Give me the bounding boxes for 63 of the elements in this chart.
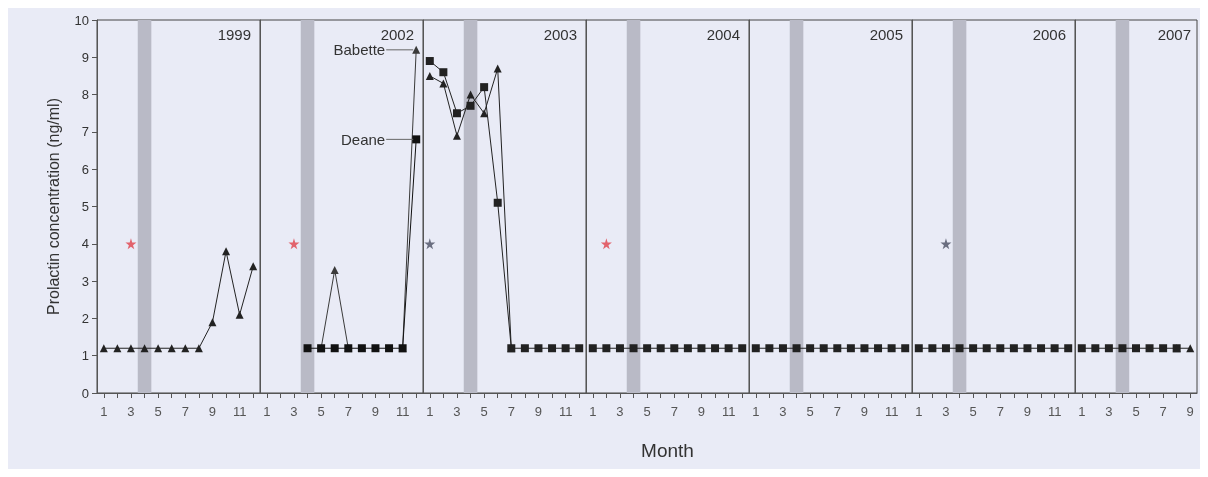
x-tick-label: 5 — [643, 404, 651, 419]
chart-title: 2005 — [869, 26, 904, 43]
y-tick-label: 5 — [81, 199, 89, 214]
x-tick-label: 9 — [208, 404, 217, 419]
x-tick-label: 11 — [395, 404, 410, 419]
x-tick-label: 11 — [1047, 404, 1062, 419]
annotation: Babette — [333, 41, 386, 59]
x-tick-label: 9 — [697, 404, 706, 419]
chart-title: 2002 — [380, 26, 415, 43]
chart-title: 2003 — [543, 26, 578, 43]
x-tick-label: 11 — [232, 404, 247, 419]
x-tick-label: 7 — [996, 404, 1004, 419]
x-tick-label: 1 — [100, 404, 108, 419]
x-tick-label: 5 — [969, 404, 977, 419]
x-tick-label: 7 — [507, 404, 515, 419]
x-tick-label: 1 — [263, 404, 271, 419]
x-tick-label: 3 — [127, 404, 135, 419]
chart-title: 2006 — [1032, 26, 1067, 43]
y-tick-label: 1 — [81, 348, 89, 364]
x-tick-label: 11 — [884, 404, 899, 419]
chart-title: 2004 — [706, 26, 741, 43]
x-tick-label: 1 — [426, 404, 434, 419]
x-tick-label: 9 — [371, 404, 380, 419]
y-tick-label: 4 — [81, 236, 89, 252]
x-axis-title: Month — [641, 440, 694, 461]
y-tick-label: 9 — [81, 49, 89, 65]
y-tick-label: 8 — [81, 87, 89, 103]
x-tick-label: 9 — [860, 404, 869, 419]
x-tick-label: 5 — [806, 404, 814, 419]
x-tick-label: 7 — [670, 404, 678, 419]
x-tick-label: 5 — [317, 404, 325, 419]
x-tick-label: 3 — [779, 404, 787, 419]
y-tick-label: 10 — [74, 12, 89, 28]
x-tick-label: 7 — [181, 404, 189, 419]
y-tick-label: 0 — [81, 385, 89, 401]
y-tick-label: 6 — [81, 161, 89, 177]
x-tick-label: 11 — [558, 404, 573, 419]
x-tick-label: 3 — [616, 404, 624, 419]
x-tick-label: 7 — [833, 404, 841, 419]
chart-title: 2007 — [1157, 26, 1192, 43]
x-tick-label: 1 — [915, 404, 923, 419]
x-tick-label: 3 — [1105, 404, 1113, 419]
x-tick-label: 9 — [1023, 404, 1032, 419]
x-tick-label: 5 — [480, 404, 488, 419]
y-axis-title: Prolactin concentration (ng/ml) — [44, 98, 62, 315]
x-tick-label: 5 — [154, 404, 162, 419]
x-tick-label: 1 — [752, 404, 760, 419]
annotation: Deane — [341, 130, 386, 148]
x-tick-label: 7 — [344, 404, 352, 419]
x-tick-label: 3 — [942, 404, 950, 419]
y-tick-label: 3 — [81, 273, 89, 289]
x-tick-label: 9 — [534, 404, 543, 419]
x-tick-label: 1 — [1078, 404, 1086, 419]
x-tick-label: 1 — [589, 404, 597, 419]
x-tick-label: 11 — [721, 404, 736, 419]
x-tick-label: 3 — [453, 404, 461, 419]
x-tick-label: 7 — [1159, 404, 1167, 419]
x-tick-label: 3 — [290, 404, 298, 419]
y-tick-label: 2 — [81, 310, 89, 326]
y-tick-label: 7 — [81, 124, 89, 140]
chart-title: 1999 — [217, 26, 252, 43]
x-tick-label: 5 — [1132, 404, 1140, 419]
x-tick-label: 9 — [1186, 404, 1194, 419]
